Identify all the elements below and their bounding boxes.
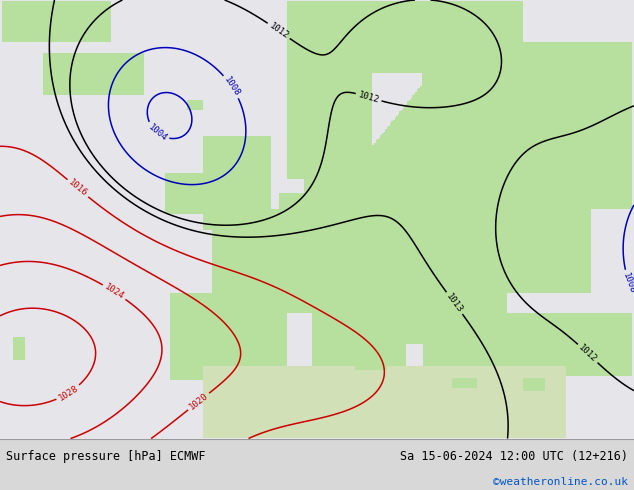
Text: Surface pressure [hPa] ECMWF: Surface pressure [hPa] ECMWF	[6, 450, 206, 463]
Text: 1012: 1012	[357, 90, 380, 104]
Text: 1013: 1013	[444, 292, 465, 315]
Text: 1008: 1008	[222, 75, 242, 98]
Text: 1012: 1012	[577, 343, 598, 364]
Text: 1004: 1004	[146, 122, 169, 143]
Text: 1008: 1008	[621, 271, 634, 294]
Text: 1024: 1024	[103, 282, 126, 301]
Text: 1020: 1020	[188, 392, 210, 412]
Text: Sa 15-06-2024 12:00 UTC (12+216): Sa 15-06-2024 12:00 UTC (12+216)	[399, 450, 628, 463]
Text: 1028: 1028	[57, 384, 80, 402]
Text: ©weatheronline.co.uk: ©weatheronline.co.uk	[493, 477, 628, 488]
Text: 1012: 1012	[268, 21, 290, 41]
Text: 1016: 1016	[67, 178, 89, 198]
